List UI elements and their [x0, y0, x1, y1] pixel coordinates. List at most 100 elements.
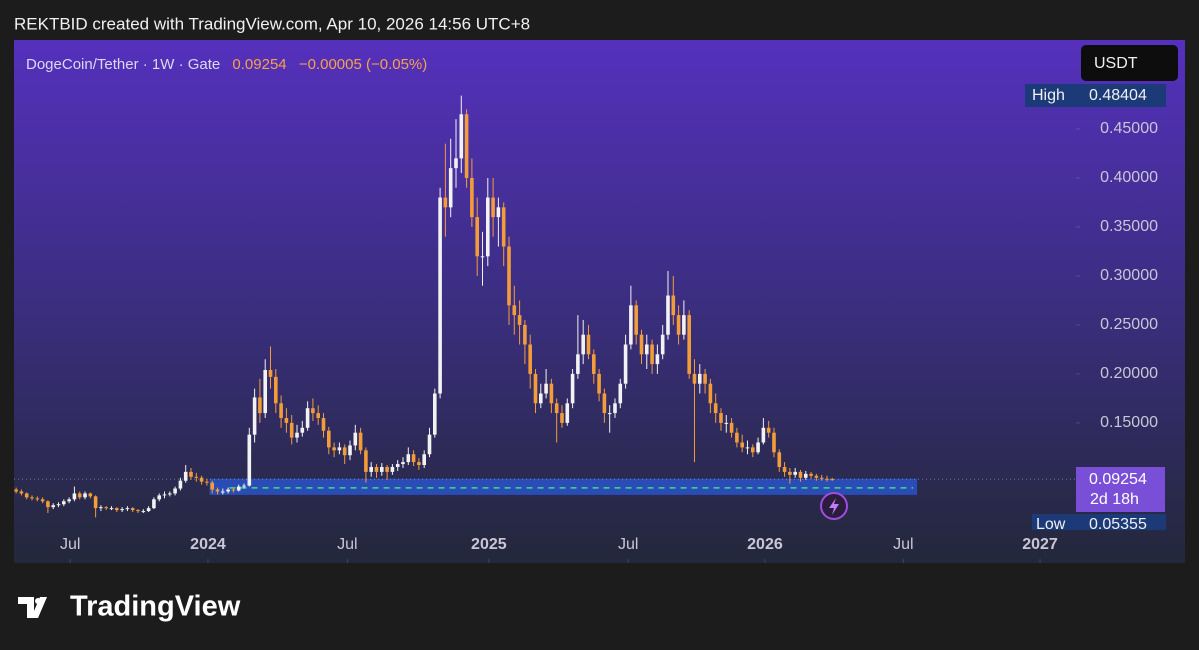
candle-body — [538, 393, 543, 404]
candle-body — [602, 393, 607, 414]
candle-body — [279, 403, 283, 418]
candle-body — [565, 403, 570, 423]
currency[interactable]: USDT — [1094, 55, 1138, 72]
candle-body — [448, 168, 453, 208]
candle-body — [24, 493, 29, 498]
candle-body — [576, 354, 580, 374]
candle-body — [252, 397, 257, 435]
attribution: REKTBID created with TradingView.com, Ap… — [14, 14, 530, 33]
brand: TradingView — [70, 591, 241, 623]
candle-body — [528, 344, 532, 374]
candle-body — [607, 413, 612, 415]
candle-body — [46, 501, 50, 508]
candle-body — [491, 197, 495, 218]
candle-body — [480, 256, 485, 258]
candle-body — [523, 324, 527, 345]
candle-body — [443, 197, 448, 208]
candle-body — [470, 177, 474, 218]
candle-body — [740, 442, 744, 448]
candle-body — [353, 432, 358, 446]
y-tick-label: 0.25000 — [1100, 316, 1158, 333]
candle-body — [258, 397, 262, 414]
candle-body — [125, 508, 130, 510]
y-tick-label: 0.15000 — [1100, 414, 1158, 431]
candle-body — [146, 508, 151, 512]
change: −0.00005 (−0.05%) — [299, 56, 427, 73]
candle-body — [782, 466, 787, 472]
candle-body — [788, 471, 792, 475]
candle-body — [321, 417, 326, 431]
candle-body — [496, 207, 501, 218]
candle-body — [544, 383, 548, 394]
candle-body — [798, 471, 803, 478]
candle-body — [629, 305, 633, 345]
logo-dot — [35, 598, 41, 604]
candle-body — [554, 403, 559, 414]
high-value: 0.48404 — [1089, 87, 1147, 104]
candle-body — [40, 499, 45, 502]
candle-body — [814, 475, 819, 478]
candle-body — [395, 464, 400, 467]
y-tick-label: 0.40000 — [1100, 169, 1158, 186]
countdown: 2d 18h — [1090, 491, 1139, 508]
candle-body — [327, 430, 331, 448]
candle-body — [168, 493, 172, 495]
candle-body — [454, 158, 458, 169]
candle-body — [77, 493, 82, 498]
candle-body — [67, 499, 71, 502]
candle-body — [581, 334, 585, 355]
candle-body — [697, 373, 702, 384]
candle-body — [115, 508, 119, 511]
symbol: DogeCoin/Tether · 1W · Gate — [26, 56, 220, 73]
candle-body — [332, 447, 336, 451]
candle-body — [374, 466, 379, 472]
candle-body — [591, 354, 596, 374]
candle-body — [793, 471, 797, 475]
x-tick-label: 2026 — [747, 536, 783, 553]
candle-body — [173, 488, 177, 494]
candle-body — [803, 473, 808, 478]
candle-body — [205, 481, 209, 483]
candle-body — [236, 486, 241, 491]
candle-body — [422, 454, 426, 466]
low-tag: Low 0.05355 — [1032, 514, 1166, 530]
candle-body — [316, 413, 321, 418]
candle-body — [379, 466, 384, 472]
candle-body — [342, 447, 347, 456]
low-box — [1032, 514, 1166, 530]
candle-body — [676, 315, 681, 335]
candle-body — [655, 354, 660, 365]
y-tick-label: 0.20000 — [1100, 365, 1158, 382]
candle-body — [660, 334, 665, 355]
candle-body — [72, 493, 77, 500]
candle-body — [411, 454, 416, 463]
candle-body — [639, 334, 644, 355]
candle-body — [729, 422, 734, 433]
x-tick-label: 2027 — [1022, 536, 1058, 553]
candle-body — [613, 403, 617, 414]
last-price: 0.09254 — [232, 56, 286, 73]
candle-body — [14, 489, 18, 492]
legend: DogeCoin/Tether · 1W · Gate 0.09254 −0.0… — [26, 56, 427, 73]
candle-body — [289, 422, 294, 438]
candle-body — [242, 485, 246, 487]
candle-body — [756, 442, 760, 453]
candle-body — [766, 427, 771, 433]
candle-body — [194, 476, 199, 478]
candle-body — [104, 507, 109, 509]
candle-body — [819, 477, 824, 479]
candle-body — [830, 479, 835, 481]
y-tick-label: 0.30000 — [1100, 267, 1158, 284]
candle-body — [300, 427, 305, 433]
candle-body — [586, 334, 591, 355]
candle-body — [231, 489, 236, 491]
high-label: High — [1032, 87, 1065, 104]
price-box — [1076, 467, 1165, 512]
currency-box[interactable] — [1081, 45, 1178, 81]
candle-body — [512, 305, 517, 316]
plot: 0.15000 0.20000 0.25000 0.30000 0.35000 0.400… — [14, 95, 1158, 563]
candle-body — [284, 417, 289, 423]
candle-body — [644, 344, 649, 355]
candle-body — [162, 494, 167, 496]
candle-body — [364, 450, 368, 472]
